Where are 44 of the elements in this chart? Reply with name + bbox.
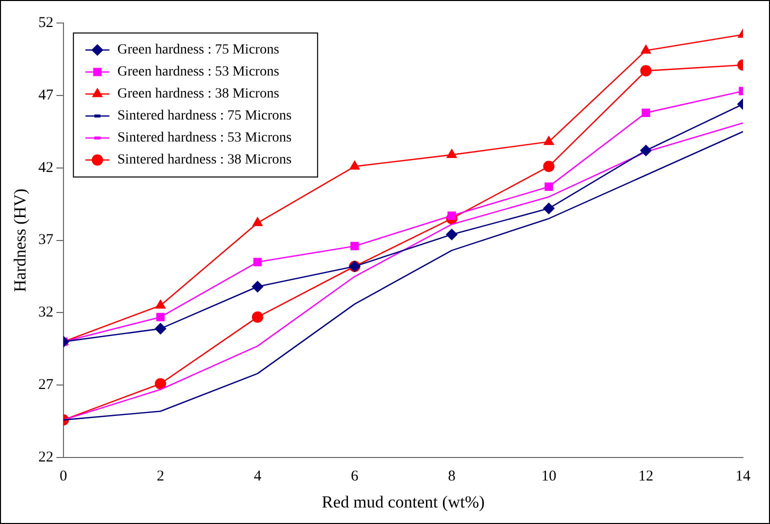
point [156, 300, 166, 309]
x-tick-label: 4 [254, 468, 262, 485]
point [446, 228, 458, 240]
x-tick-label: 0 [60, 468, 68, 485]
point [156, 312, 165, 322]
point [640, 144, 652, 156]
point [543, 202, 554, 214]
legend-label: Sintered hardness : 53 Microns [117, 130, 292, 146]
point [640, 65, 652, 76]
y-tick-label: 52 [38, 14, 54, 31]
y-tick-label: 37 [38, 232, 54, 248]
point [252, 217, 263, 226]
point [252, 311, 264, 323]
y-tick-label: 42 [38, 160, 54, 176]
point [446, 149, 457, 158]
point [350, 160, 360, 170]
point [642, 108, 650, 118]
legend-label: Green hardness : 53 Microns [117, 64, 280, 80]
point [154, 323, 166, 334]
x-tick-label: 2 [156, 468, 164, 485]
y-tick-label: 22 [38, 450, 54, 466]
point [544, 182, 554, 191]
x-tick-label: 10 [541, 468, 556, 485]
y-tick-label: 27 [38, 377, 54, 394]
point [544, 136, 554, 145]
legend-label: Green hardness : 75 Microns [117, 42, 280, 58]
point [350, 242, 359, 250]
point [253, 258, 262, 266]
x-tick-label: 8 [448, 468, 456, 485]
x-tick-label: 12 [638, 468, 654, 485]
point [640, 44, 651, 54]
legend-label: Sintered hardness : 38 Microns [117, 152, 292, 168]
x-tick-label: 6 [350, 468, 359, 485]
y-tick-label: 47 [38, 87, 54, 104]
point [154, 378, 166, 390]
point [543, 160, 554, 172]
x-axis-title: Red mud content (wt%) [322, 492, 485, 512]
y-axis-title: Hardness (HV) [10, 188, 30, 292]
legend-label: Sintered hardness : 75 Microns [117, 108, 292, 124]
point [252, 281, 264, 292]
point [448, 211, 456, 220]
y-tick-label: 32 [38, 304, 54, 321]
legend-label: Green hardness : 38 Microns [117, 86, 280, 102]
x-tick-label: 14 [736, 468, 751, 485]
